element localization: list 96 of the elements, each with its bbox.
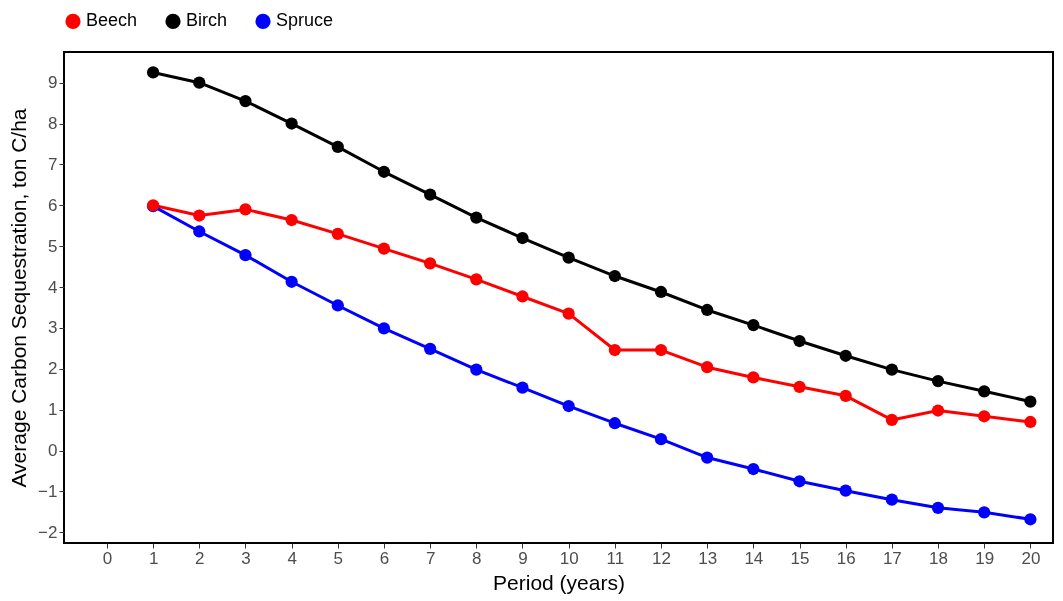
x-tick-label: 14 (744, 548, 764, 568)
point (562, 251, 575, 264)
point (885, 493, 898, 506)
point (747, 318, 760, 332)
point (377, 322, 391, 335)
point (931, 374, 945, 388)
point (1024, 513, 1037, 526)
point (654, 285, 668, 299)
x-tick-label: 12 (652, 548, 671, 568)
point (931, 404, 945, 417)
y-tick-label: 4 (48, 277, 58, 297)
point (701, 303, 714, 317)
point (193, 76, 206, 89)
point (654, 433, 668, 446)
x-tick-label: 11 (606, 548, 625, 568)
x-tick-label: 20 (1021, 548, 1041, 568)
point (193, 209, 206, 222)
point (654, 343, 668, 357)
y-tick-label: −1 (38, 481, 58, 501)
x-tick-label: 7 (425, 548, 436, 568)
x-tick-label: 16 (836, 548, 856, 568)
point (331, 299, 344, 312)
x-tick-label: 10 (559, 548, 579, 568)
y-tick-label: 6 (48, 195, 58, 215)
point (1024, 415, 1037, 429)
point (608, 269, 621, 283)
point (701, 361, 714, 374)
x-tick-label: 15 (790, 548, 810, 568)
legend-label: Birch (186, 10, 228, 31)
point (701, 451, 714, 464)
x-tick-label: 5 (333, 548, 344, 568)
x-tick-label: 13 (698, 548, 718, 568)
y-tick-label: 7 (48, 154, 58, 174)
point (424, 257, 437, 270)
point (424, 342, 437, 355)
x-axis-title: Period (years) (493, 570, 625, 594)
legend-label: Spruce (276, 10, 334, 31)
point (516, 231, 529, 245)
x-tick-label: 8 (472, 548, 482, 568)
y-tick-label: 2 (48, 359, 58, 379)
point (146, 66, 160, 79)
point (839, 484, 852, 497)
point (470, 273, 483, 286)
point (516, 381, 529, 394)
point (424, 188, 437, 201)
point (885, 413, 898, 427)
point (793, 334, 806, 348)
x-tick-label: 2 (195, 548, 205, 568)
y-tick-label: 1 (48, 400, 58, 420)
x-tick-label: 4 (287, 548, 297, 568)
point (285, 213, 298, 227)
x-tick-label: 6 (379, 548, 390, 568)
point (193, 225, 206, 238)
point (377, 242, 391, 255)
y-tick-label: −2 (38, 522, 58, 542)
legend-label: Beech (86, 10, 138, 31)
point (470, 211, 483, 224)
point (285, 117, 298, 130)
point (285, 275, 298, 288)
point (377, 165, 391, 178)
x-tick-label: 1 (148, 548, 159, 568)
point (562, 399, 575, 413)
point (747, 371, 760, 384)
point (793, 380, 806, 393)
x-tick-label: 0 (102, 548, 113, 568)
point (978, 506, 991, 519)
point (239, 249, 252, 262)
point (839, 349, 852, 362)
point (608, 417, 621, 430)
point (885, 363, 898, 376)
point (931, 501, 945, 514)
y-tick-label: 8 (48, 114, 58, 134)
point (516, 290, 529, 303)
point (239, 203, 252, 216)
point (331, 227, 344, 241)
y-tick-label: 3 (48, 318, 58, 338)
point (331, 140, 344, 153)
point (978, 410, 991, 423)
x-tick-label: 17 (882, 548, 902, 568)
point (1024, 395, 1037, 408)
x-tick-label: 9 (518, 548, 528, 568)
x-tick-label: 19 (975, 548, 995, 568)
point (793, 475, 806, 488)
x-tick-label: 3 (241, 548, 251, 568)
point (839, 389, 852, 402)
point (562, 307, 575, 320)
y-axis-title: Average Carbon Sequestration, ton C/ha (7, 108, 31, 488)
y-tick-label: 9 (48, 73, 58, 93)
x-tick-label: 18 (929, 548, 948, 568)
point (239, 94, 252, 108)
point (608, 343, 621, 357)
point (978, 385, 991, 398)
y-tick-label: 5 (48, 236, 58, 256)
point (747, 462, 760, 476)
y-tick-label: 0 (48, 441, 58, 461)
point (470, 363, 483, 376)
